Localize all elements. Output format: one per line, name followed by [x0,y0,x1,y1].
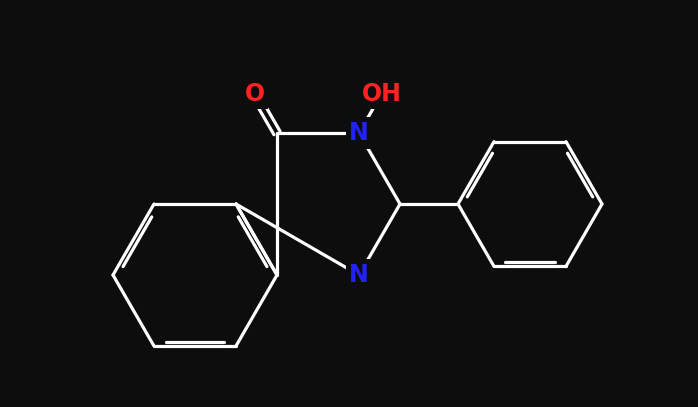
Text: N: N [349,263,369,287]
Text: N: N [349,121,369,145]
Text: O: O [244,82,265,106]
Text: OH: OH [362,82,401,106]
